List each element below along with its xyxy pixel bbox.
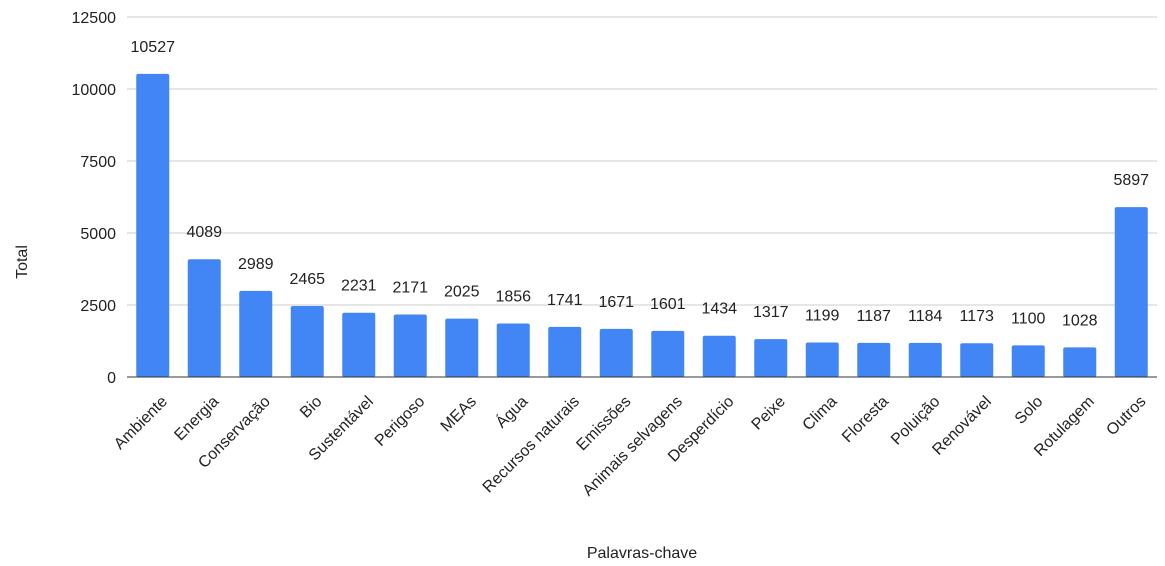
bar [599, 328, 633, 377]
data-label: 2025 [444, 284, 480, 301]
x-tick-label: MEAs [438, 393, 480, 435]
data-label: 2231 [341, 278, 377, 295]
data-label: 2989 [238, 256, 274, 273]
bar [1011, 345, 1045, 377]
bar [136, 73, 170, 378]
x-tick-label: Energia [171, 393, 222, 444]
bar [342, 312, 376, 377]
x-tick-label: Perigoso [372, 393, 429, 450]
y-axis-ticks: 0 2500 5000 7500 10000 12500 [72, 10, 117, 387]
x-tick-label: Solo [1012, 393, 1047, 428]
x-tick-label: Água [492, 392, 532, 432]
bar [239, 290, 273, 377]
data-label: 1741 [547, 292, 583, 309]
data-label: 1184 [908, 308, 943, 325]
data-label: 1100 [1011, 310, 1046, 327]
x-tick-label: Animais selvagens [580, 393, 686, 499]
x-tick-label: Recursos naturais [480, 393, 583, 496]
data-label: 1434 [701, 301, 737, 318]
data-label: 1671 [598, 294, 634, 311]
x-tick-label: Peixe [749, 393, 789, 433]
bar [857, 342, 891, 377]
bar [908, 342, 942, 377]
y-tick-label: 12500 [72, 10, 117, 27]
x-tick-label: Outros [1103, 393, 1149, 439]
x-axis-title: Palavras-chave [587, 545, 697, 562]
data-label: 1856 [495, 289, 531, 306]
y-tick-label: 2500 [80, 298, 116, 315]
x-tick-label: Ambiente [111, 393, 171, 453]
bar [805, 342, 839, 377]
bars [136, 73, 1148, 378]
data-label: 1173 [960, 308, 995, 325]
gridlines [127, 16, 1157, 306]
bar [754, 339, 788, 377]
data-label: 4089 [186, 224, 222, 241]
bar [702, 335, 736, 377]
bar [290, 306, 324, 377]
data-label: 1187 [857, 308, 892, 325]
bar [960, 343, 994, 377]
data-label: 2171 [392, 279, 428, 296]
bar [393, 314, 427, 377]
bar [187, 259, 221, 377]
data-label: 1028 [1062, 312, 1098, 329]
y-axis-title: Total [14, 245, 31, 279]
bar [1114, 207, 1148, 377]
data-labels: 10527 4089 2989 2465 2231 2171 2025 1856 1741 167… [131, 39, 1150, 330]
x-tick-label: Clima [800, 393, 841, 434]
y-tick-label: 0 [107, 370, 116, 387]
x-tick-label: Floresta [839, 393, 892, 446]
data-label: 5897 [1113, 172, 1149, 189]
y-tick-label: 7500 [80, 154, 116, 171]
bar [1063, 347, 1097, 377]
data-label: 1601 [650, 296, 686, 313]
x-tick-label: Bio [297, 393, 325, 421]
data-label: 10527 [131, 39, 176, 56]
bar [548, 326, 582, 377]
data-label: 1317 [753, 304, 789, 321]
bar [496, 323, 530, 377]
y-tick-label: 5000 [80, 226, 116, 243]
data-label: 2465 [289, 271, 325, 288]
data-label: 1199 [805, 307, 840, 324]
bar [651, 330, 685, 377]
bar [445, 318, 479, 377]
y-tick-label: 10000 [72, 82, 117, 99]
